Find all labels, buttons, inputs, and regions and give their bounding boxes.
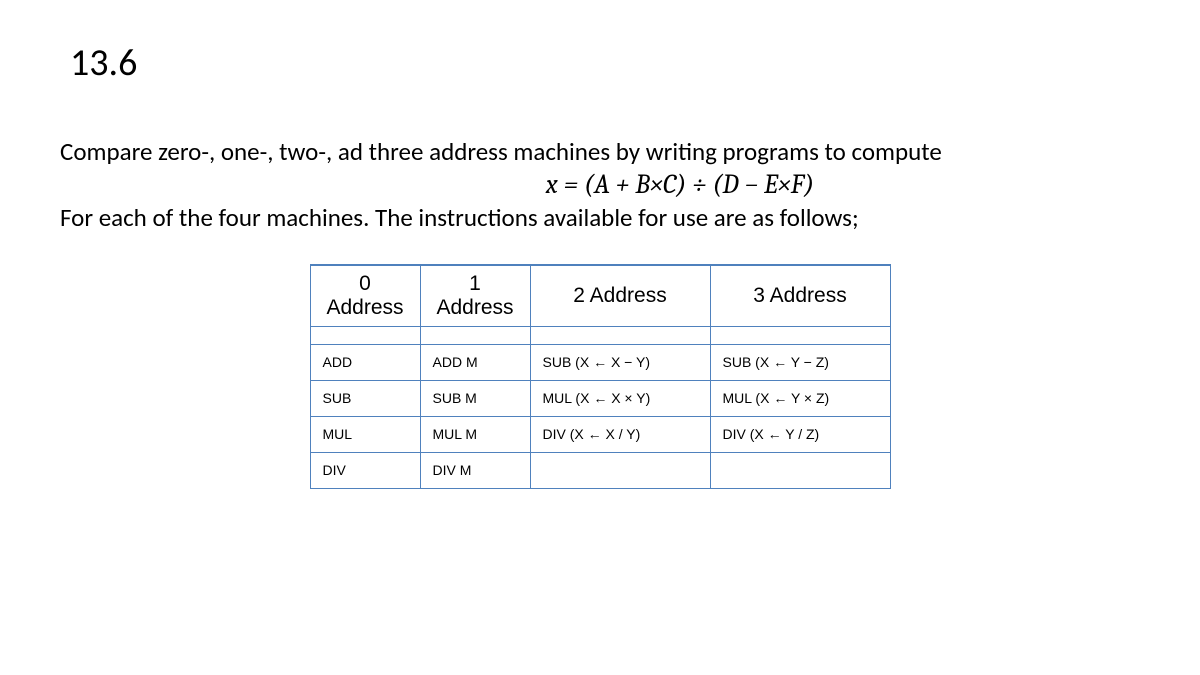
equation: x = (A + B×C) ÷ (D − E×F) <box>220 169 1140 200</box>
table-row: DIV DIV M <box>310 452 890 488</box>
cell: MUL M <box>420 416 530 452</box>
cell: MUL (X ← X × Y) <box>530 380 710 416</box>
cell: SUB (X ← X − Y) <box>530 344 710 380</box>
header-3-address: 3 Address <box>710 265 890 327</box>
table-header-row: 0 Address 1 Address 2 Address 3 Address <box>310 265 890 327</box>
paragraph-1: Compare zero-, one-, two-, ad three addr… <box>60 136 1140 167</box>
table-row: MUL MUL M DIV (X ← X / Y) DIV (X ← Y / Z… <box>310 416 890 452</box>
instruction-table-wrap: 0 Address 1 Address 2 Address 3 Address … <box>60 264 1140 489</box>
cell: SUB (X ← Y − Z) <box>710 344 890 380</box>
header-1-address: 1 Address <box>420 265 530 327</box>
cell: SUB <box>310 380 420 416</box>
table-row: ADD ADD M SUB (X ← X − Y) SUB (X ← Y − Z… <box>310 344 890 380</box>
cell: DIV (X ← X / Y) <box>530 416 710 452</box>
slide-title: 13.6 <box>70 40 1140 86</box>
cell <box>530 452 710 488</box>
header-2-address: 2 Address <box>530 265 710 327</box>
table-row: SUB SUB M MUL (X ← X × Y) MUL (X ← Y × Z… <box>310 380 890 416</box>
cell: MUL (X ← Y × Z) <box>710 380 890 416</box>
header-0-address: 0 Address <box>310 265 420 327</box>
table-gap-row <box>310 326 890 344</box>
paragraph-2: For each of the four machines. The instr… <box>60 202 1140 233</box>
cell <box>710 452 890 488</box>
cell: ADD M <box>420 344 530 380</box>
cell: DIV M <box>420 452 530 488</box>
cell: DIV <box>310 452 420 488</box>
instruction-table: 0 Address 1 Address 2 Address 3 Address … <box>310 264 891 489</box>
cell: SUB M <box>420 380 530 416</box>
cell: DIV (X ← Y / Z) <box>710 416 890 452</box>
cell: ADD <box>310 344 420 380</box>
cell: MUL <box>310 416 420 452</box>
